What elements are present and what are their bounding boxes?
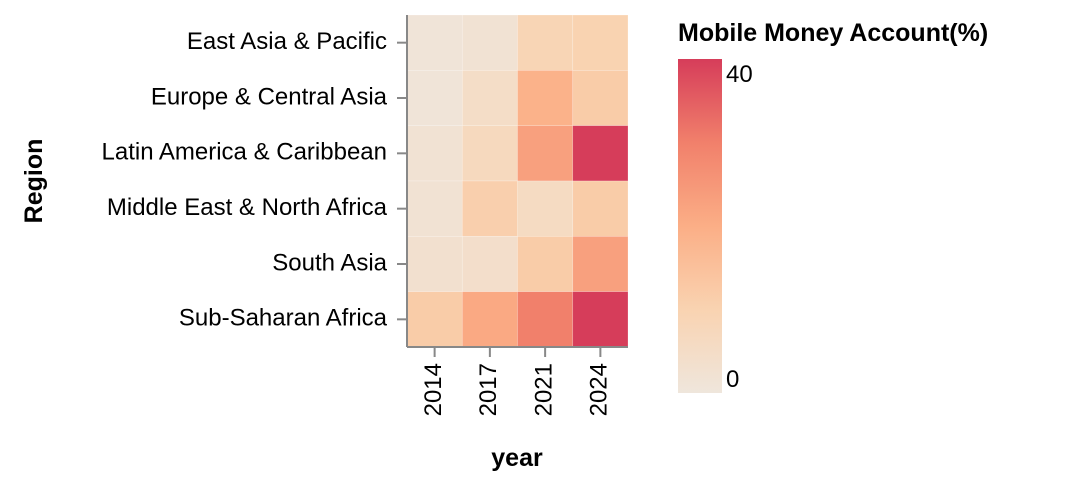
heatmap-cell	[517, 125, 574, 182]
heatmap-cell	[517, 291, 574, 348]
heatmap-cell	[461, 125, 518, 182]
heatmap-cells	[406, 14, 629, 348]
heatmap-cell	[572, 180, 629, 237]
heatmap-cell	[572, 236, 629, 292]
heatmap-cell	[461, 70, 518, 126]
heatmap-cell	[461, 180, 518, 237]
heatmap-cell	[572, 291, 629, 348]
x-tick-label: 2014	[420, 363, 447, 416]
heatmap-cell	[572, 125, 629, 182]
heatmap-cell	[517, 14, 574, 71]
heatmap-cell	[461, 291, 518, 348]
x-axis-title: year	[491, 444, 543, 472]
y-tick-label: Latin America & Caribbean	[102, 139, 388, 166]
x-tick-label: 2024	[586, 363, 613, 416]
legend-title: Mobile Money Account(%)	[678, 19, 988, 47]
heatmap-cell	[461, 14, 518, 71]
y-tick-label: Sub-Saharan Africa	[179, 305, 388, 332]
heatmap-cell	[517, 70, 574, 126]
heatmap-cell	[406, 291, 463, 348]
color-legend: Mobile Money Account(%) 40 0	[678, 19, 988, 393]
y-tick-label: South Asia	[272, 249, 387, 276]
heatmap-cell	[406, 125, 463, 182]
heatmap-cell	[406, 14, 463, 71]
heatmap-cell	[517, 180, 574, 237]
heatmap-cell	[461, 236, 518, 292]
legend-gradient-bar	[678, 59, 722, 393]
legend-min-label: 0	[726, 366, 739, 393]
y-axis: East Asia & Pacific Europe & Central Asia…	[102, 15, 408, 347]
heatmap-cell	[406, 70, 463, 126]
y-tick-label: Middle East & North Africa	[107, 194, 388, 221]
x-axis: 2014 2017 2021 2024	[407, 346, 628, 416]
legend-max-label: 40	[726, 61, 753, 88]
y-axis-title: Region	[20, 139, 48, 224]
x-tick-label: 2021	[530, 363, 557, 416]
y-tick-label: Europe & Central Asia	[151, 83, 388, 110]
heatmap-cell	[406, 236, 463, 292]
heatmap-cell	[572, 14, 629, 71]
x-tick-label: 2017	[475, 363, 502, 416]
heatmap-cell	[406, 180, 463, 237]
heatmap-cell	[517, 236, 574, 292]
y-tick-label: East Asia & Pacific	[187, 28, 387, 55]
heatmap-cell	[572, 70, 629, 126]
